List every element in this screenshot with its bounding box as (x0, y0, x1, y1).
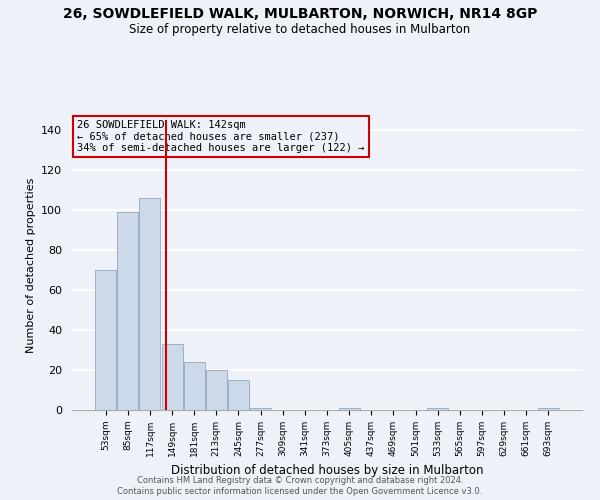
Bar (250, 408, 271, 410)
Bar (95, 270, 116, 410)
Bar (206, 370, 227, 410)
Bar (161, 344, 182, 410)
Bar (538, 408, 559, 410)
Y-axis label: Number of detached properties: Number of detached properties (26, 178, 35, 352)
Bar (118, 212, 139, 410)
Bar (338, 408, 359, 410)
Text: Contains public sector information licensed under the Open Government Licence v3: Contains public sector information licen… (118, 488, 482, 496)
Bar (427, 408, 448, 410)
Bar (139, 198, 160, 410)
Text: Contains HM Land Registry data © Crown copyright and database right 2024.: Contains HM Land Registry data © Crown c… (137, 476, 463, 485)
Bar (184, 362, 205, 410)
Text: 26 SOWDLEFIELD WALK: 142sqm
← 65% of detached houses are smaller (237)
34% of se: 26 SOWDLEFIELD WALK: 142sqm ← 65% of det… (77, 120, 365, 153)
Text: 26, SOWDLEFIELD WALK, MULBARTON, NORWICH, NR14 8GP: 26, SOWDLEFIELD WALK, MULBARTON, NORWICH… (63, 8, 537, 22)
Text: Size of property relative to detached houses in Mulbarton: Size of property relative to detached ho… (130, 22, 470, 36)
X-axis label: Distribution of detached houses by size in Mulbarton: Distribution of detached houses by size … (171, 464, 483, 477)
Bar (228, 380, 249, 410)
